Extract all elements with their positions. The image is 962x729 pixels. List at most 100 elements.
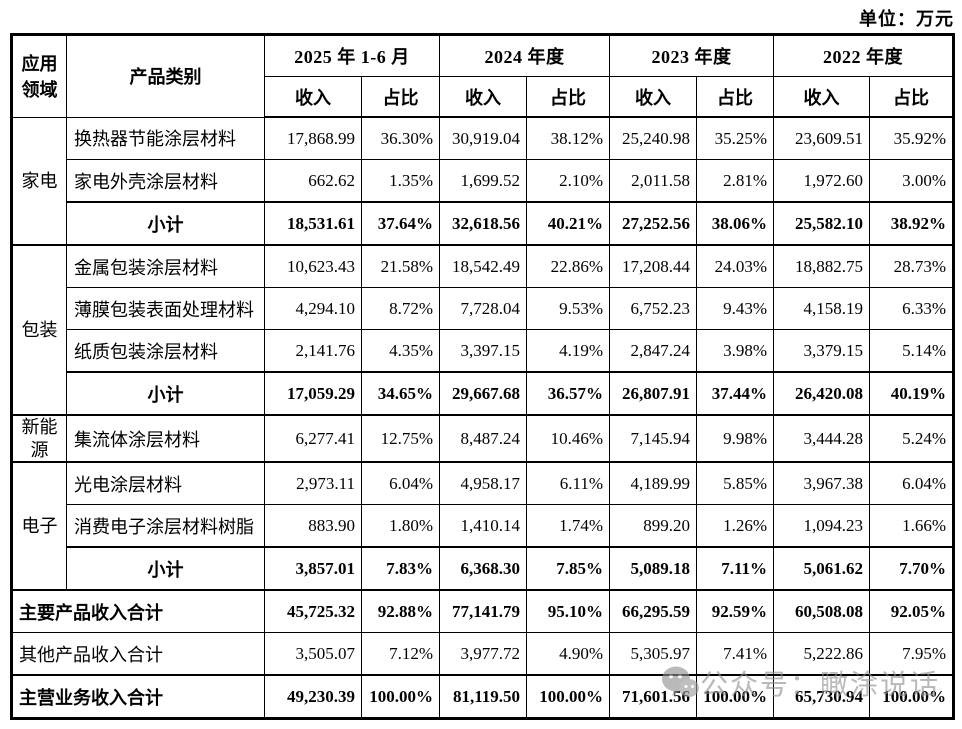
total-row: 主营业务收入合计 49,230.39 100.00% 81,119.50 100.00%… [11,674,954,719]
product-label: 集流体涂层材料 [66,414,265,463]
share-cell: 10.46% [526,414,610,463]
revenue-cell: 8,487.24 [439,414,527,463]
revenue-cell: 10,623.43 [264,244,362,288]
table-row: 家电 换热器节能涂层材料 17,868.99 36.30% 30,919.04 38.12… [11,116,954,246]
header-share: 占比 [361,76,440,118]
revenue-cell: 3,397.15 [439,329,527,373]
share-cell: 2.81% [696,159,774,203]
share-cell: 1.35% [361,159,440,203]
revenue-cell: 17,868.99 [264,116,362,160]
share-cell: 24.03% [696,244,774,288]
revenue-cell: 27,252.56 [609,201,697,246]
share-cell: 7.85% [526,546,610,591]
share-cell: 6.33% [869,287,954,330]
share-cell: 36.57% [526,371,610,416]
revenue-cell: 18,542.49 [439,244,527,288]
table-row: 消费电子涂层材料树脂 883.90 1.80% 1,410.14 1.74% 899.20… [12,504,954,548]
revenue-cell: 71,601.56 [609,674,697,719]
total-label: 主营业务收入合计 [11,674,265,719]
table-row: 小计 3,857.01 7.83% 6,368.30 7.85% 5,089.18 7.11… [12,546,954,591]
share-cell: 100.00% [869,674,954,719]
product-label: 换热器节能涂层材料 [66,116,265,160]
revenue-cell: 29,667.68 [439,371,527,416]
share-cell: 92.88% [361,589,440,633]
share-cell: 35.25% [696,116,774,160]
product-label: 消费电子涂层材料树脂 [66,504,265,548]
share-cell: 21.58% [361,244,440,288]
table-row: 新能源 集流体涂层材料 6,277.41 12.75% 8,487.24 10.46% 7,… [11,414,954,463]
share-cell: 3.98% [696,329,774,373]
header-revenue: 收入 [264,76,362,118]
product-label: 光电涂层材料 [66,461,265,505]
revenue-cell: 3,967.38 [773,461,870,505]
table-row: 小计 17,059.29 34.65% 29,667.68 36.57% 26,807.9… [12,371,954,416]
revenue-cell: 17,208.44 [609,244,697,288]
share-cell: 6.11% [526,461,610,505]
revenue-cell: 30,919.04 [439,116,527,160]
share-cell: 5.14% [869,329,954,373]
share-cell: 37.64% [361,201,440,246]
revenue-cell: 2,847.24 [609,329,697,373]
revenue-cell: 49,230.39 [264,674,362,719]
revenue-cell: 7,145.94 [609,414,697,463]
share-cell: 28.73% [869,244,954,288]
share-cell: 1.26% [696,504,774,548]
revenue-cell: 25,582.10 [773,201,870,246]
share-cell: 1.80% [361,504,440,548]
revenue-cell: 3,444.28 [773,414,870,463]
share-cell: 1.74% [526,504,610,548]
share-cell: 7.41% [696,632,774,676]
revenue-cell: 81,119.50 [439,674,527,719]
revenue-cell: 4,958.17 [439,461,527,505]
share-cell: 5.85% [696,461,774,505]
subheader-row: 收入 占比 收入 占比 收入 占比 收入 占比 [12,76,954,118]
share-cell: 4.35% [361,329,440,373]
revenue-cell: 18,882.75 [773,244,870,288]
share-cell: 95.10% [526,589,610,633]
area-cell: 电子 [11,461,67,591]
table-row: 家电外壳涂层材料 662.62 1.35% 1,699.52 2.10% 2,011.58… [12,159,954,203]
revenue-cell: 5,061.62 [773,546,870,591]
share-cell: 36.30% [361,116,440,160]
unit-label: 单位：万元 [859,9,954,29]
share-cell: 38.12% [526,116,610,160]
share-cell: 9.98% [696,414,774,463]
share-cell: 92.59% [696,589,774,633]
revenue-cell: 6,752.23 [609,287,697,330]
share-cell: 38.92% [869,201,954,246]
header-period-3: 2022 年度 [773,34,954,77]
share-cell: 12.75% [361,414,440,463]
share-cell: 38.06% [696,201,774,246]
total-label: 主要产品收入合计 [11,589,265,633]
share-cell: 1.66% [869,504,954,548]
share-cell: 34.65% [361,371,440,416]
product-label: 家电外壳涂层材料 [66,159,265,203]
share-cell: 37.44% [696,371,774,416]
table-row: 薄膜包装表面处理材料 4,294.10 8.72% 7,728.04 9.53% 6,75… [12,287,954,330]
revenue-cell: 5,305.97 [609,632,697,676]
revenue-cell: 26,420.08 [773,371,870,416]
revenue-cell: 3,977.72 [439,632,527,676]
subtotal-label: 小计 [66,546,265,591]
share-cell: 92.05% [869,589,954,633]
subtotal-label: 小计 [66,371,265,416]
revenue-cell: 2,141.76 [264,329,362,373]
header-revenue: 收入 [773,76,870,118]
area-cell: 包装 [11,244,67,416]
revenue-cell: 23,609.51 [773,116,870,160]
share-cell: 40.21% [526,201,610,246]
share-cell: 7.83% [361,546,440,591]
total-label: 其他产品收入合计 [11,632,265,676]
revenue-cell: 2,973.11 [264,461,362,505]
revenue-cell: 3,505.07 [264,632,362,676]
revenue-cell: 3,379.15 [773,329,870,373]
share-cell: 3.00% [869,159,954,203]
share-cell: 9.43% [696,287,774,330]
revenue-cell: 1,094.23 [773,504,870,548]
share-cell: 4.90% [526,632,610,676]
share-cell: 7.12% [361,632,440,676]
revenue-cell: 4,294.10 [264,287,362,330]
revenue-table: 应用领域 产品类别 2025 年 1-6 月 2024 年度 2023 年度 2022… [10,33,955,720]
subtotal-label: 小计 [66,201,265,246]
